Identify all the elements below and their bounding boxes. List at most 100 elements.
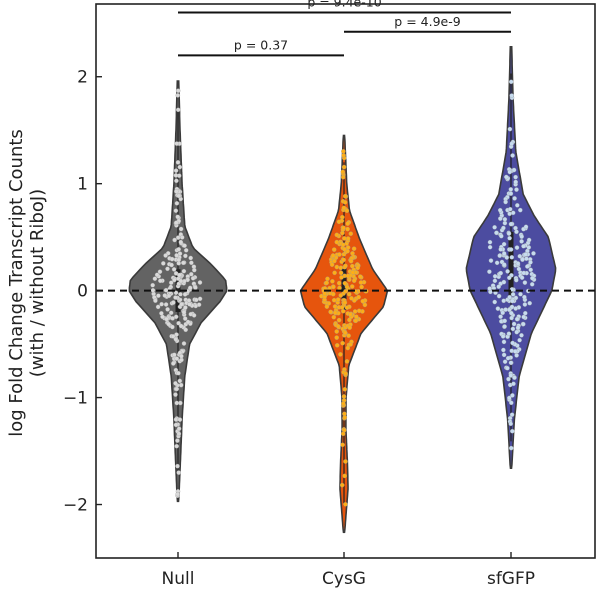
data-point [173,381,178,386]
data-point [334,232,340,238]
data-point [497,207,503,213]
data-point [501,352,507,358]
data-point [330,279,335,284]
data-point [173,290,179,296]
data-point [173,168,179,173]
data-point [514,277,519,283]
data-point [338,352,343,357]
data-point [516,266,522,272]
data-point [358,274,363,279]
data-point [507,294,512,300]
data-point [503,199,508,205]
data-point [161,261,166,266]
data-point [348,342,353,347]
data-point [173,208,179,213]
data-point [502,220,508,226]
data-point [517,253,523,259]
data-point [174,178,179,184]
data-point [346,291,352,297]
data-point [189,271,194,277]
x-axis: Null CysG sfGFP [162,552,535,589]
data-point [498,314,503,319]
data-point [509,315,514,321]
data-point [520,257,525,262]
data-point [500,310,505,316]
data-point [332,304,338,309]
data-point [183,248,189,253]
data-point [177,417,183,422]
data-point [193,285,198,290]
data-point [183,305,188,310]
data-point [173,173,179,178]
data-point [186,298,192,303]
data-point [342,193,348,199]
data-point [155,304,161,310]
data-point [514,353,519,358]
data-point [339,305,345,310]
data-point [197,296,203,302]
y-tick-label: 0 [77,282,88,302]
data-point [499,233,504,239]
data-point [514,316,520,322]
data-point [507,211,512,217]
data-point [521,314,526,320]
data-point [170,316,175,321]
data-point [348,312,353,317]
data-point [487,269,492,274]
data-point [176,193,182,199]
data-point [514,245,520,250]
data-point [526,245,532,250]
data-point [341,257,346,263]
data-point [344,208,350,213]
data-point [530,275,535,281]
data-point [522,302,528,307]
data-point [498,216,503,221]
data-point [341,225,346,231]
data-point [501,225,506,231]
data-point [338,293,344,298]
data-point [359,284,364,290]
data-point [340,174,346,180]
data-point [339,482,345,488]
data-point [487,239,493,245]
data-point [337,252,342,257]
data-point [181,309,187,315]
data-point [163,302,169,307]
data-point [496,284,501,289]
data-point [174,201,180,206]
data-point [509,310,514,316]
data-point [342,236,347,241]
data-point [172,277,177,283]
data-point [181,260,186,266]
data-point [510,393,515,398]
data-point [171,361,176,366]
data-point [487,286,492,291]
data-point [170,334,176,339]
data-point [169,256,175,262]
data-point [501,251,507,256]
data-point [179,301,184,307]
data-point [183,327,188,333]
data-point [172,352,177,358]
violin-iqr-box-null [175,269,181,313]
y-tick-label: −2 [63,496,88,516]
data-point [509,93,514,98]
data-point [492,225,497,230]
data-point [345,226,350,232]
data-point [522,280,528,285]
data-point [331,297,337,303]
data-point [494,230,499,236]
data-point [492,274,498,279]
data-point [183,253,188,259]
data-point [501,339,507,345]
y-tick-label: 1 [77,175,88,195]
data-point [175,438,180,443]
data-point [336,317,342,323]
data-point [360,298,366,304]
data-point [351,246,357,251]
data-point [173,392,178,397]
data-point [347,325,352,330]
data-point [340,340,345,346]
data-point [175,463,180,469]
